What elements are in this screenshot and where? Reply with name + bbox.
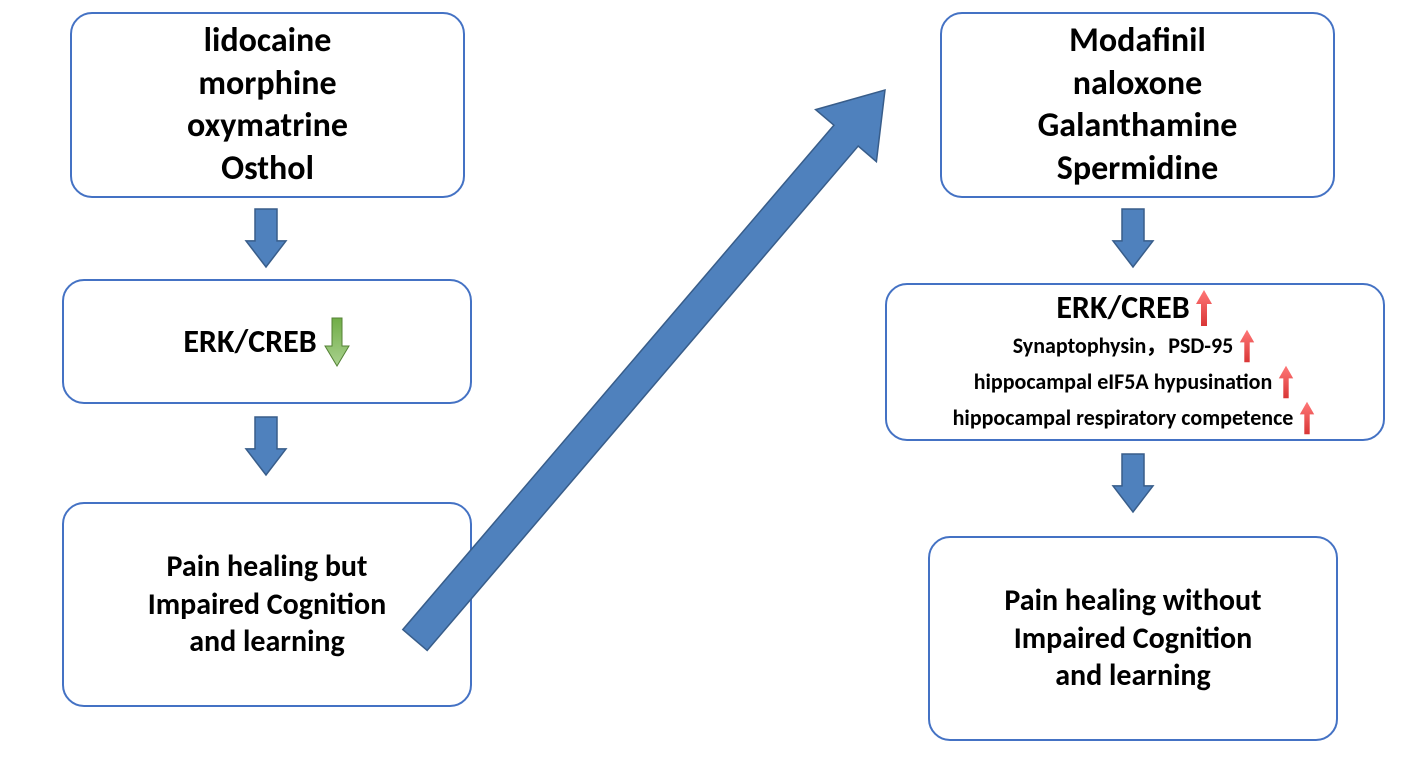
right-mech-sub1: Synaptophysin，PSD-95	[1013, 332, 1234, 360]
left-mechanism-node: ERK/CREB	[62, 279, 472, 404]
flow-arrow-down-icon	[246, 209, 286, 267]
flow-arrow-down-icon	[1113, 454, 1153, 512]
left-outcome-node: Pain healing but Impaired Cognition and …	[62, 502, 472, 707]
right-outcome-node: Pain healing without Impaired Cognition …	[928, 536, 1338, 741]
up-regulation-icon	[1194, 288, 1214, 328]
right-mechanism-title: ERK/CREB	[1056, 288, 1189, 328]
left-drug-1: lidocaine	[204, 20, 332, 63]
right-drug-3: Galanthamine	[1038, 105, 1238, 148]
left-drugs-node: lidocaine morphine oxymatrine Osthol	[70, 12, 465, 198]
flow-arrow-down-icon	[1113, 209, 1153, 267]
left-outcome-l2: Impaired Cognition	[148, 586, 386, 624]
left-outcome-l3: and learning	[189, 623, 345, 661]
right-outcome-l3: and learning	[1055, 657, 1211, 695]
right-drugs-node: Modafinil naloxone Galanthamine Spermidi…	[940, 12, 1335, 198]
flow-arrow-down-icon	[246, 417, 286, 475]
up-regulation-icon	[1237, 328, 1257, 364]
left-drug-2: morphine	[198, 63, 336, 106]
right-drug-2: naloxone	[1073, 63, 1202, 106]
right-drug-4: Spermidine	[1057, 148, 1218, 191]
up-regulation-icon	[1276, 364, 1296, 400]
left-outcome-l1: Pain healing but	[167, 548, 368, 586]
right-outcome-l2: Impaired Cognition	[1014, 620, 1252, 658]
right-outcome-l1: Pain healing without	[1004, 582, 1261, 620]
left-drug-4: Osthol	[221, 148, 314, 191]
right-drug-1: Modafinil	[1069, 20, 1206, 63]
right-mech-sub3: hippocampal respiratory competence	[953, 404, 1294, 432]
left-drug-3: oxymatrine	[187, 105, 348, 148]
right-mechanism-node: ERK/CREB Synaptophysin，PSD-95 hippocampa…	[885, 283, 1385, 441]
left-mechanism-title: ERK/CREB	[183, 322, 316, 362]
down-regulation-icon	[323, 316, 351, 368]
right-mech-sub2: hippocampal eIF5A hypusination	[974, 368, 1273, 396]
transition-arrow-icon	[403, 90, 885, 650]
up-regulation-icon	[1297, 400, 1317, 436]
